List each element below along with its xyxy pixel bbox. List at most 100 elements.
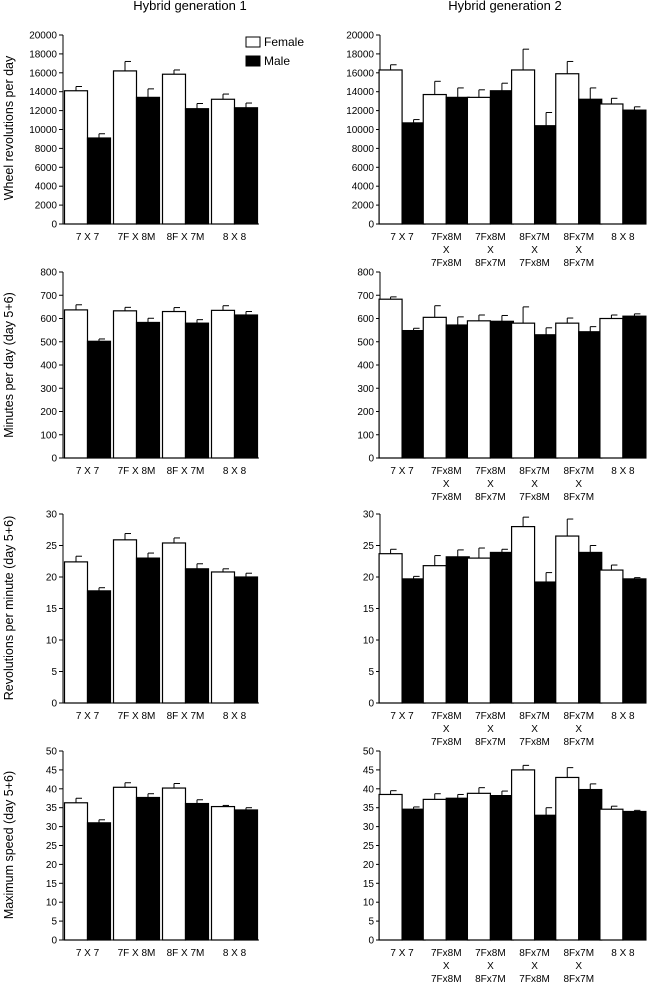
bar-female (466, 96, 492, 225)
chart-panel-p30: 0 5 10 15 20 25 30 35 40 45 50 Maximum speed (day 5… (2, 747, 259, 959)
x-tick-label: 8Fx7M (519, 232, 550, 243)
column-title-gen1: Hybrid generation 1 (133, 0, 246, 13)
bar-female (378, 793, 403, 941)
x-tick-label: 7 X 7 (76, 232, 100, 243)
x-tick-label: 8 X 8 (223, 948, 247, 959)
x-tick-label: 7 X 7 (390, 948, 414, 959)
x-tick-label: X (531, 245, 538, 256)
x-tick-label: 8Fx7M (475, 492, 506, 503)
y-tick-label: 700 (357, 291, 374, 302)
x-tick-label: 7 X 7 (76, 466, 100, 477)
x-tick-label: 8Fx7M (563, 737, 594, 748)
y-tick-label: 20000 (346, 31, 374, 42)
y-tick-label: 0 (51, 699, 57, 710)
y-tick-label: 2000 (352, 201, 375, 212)
bar-female (161, 542, 187, 704)
x-tick-label: 8Fx7M (563, 492, 594, 503)
bar-male (184, 322, 210, 459)
bar-male (533, 814, 559, 941)
y-tick-label: 400 (40, 361, 57, 372)
y-tick-label: 15 (46, 604, 58, 615)
y-tick-label: 6000 (35, 163, 58, 174)
bar-male (233, 314, 259, 459)
x-tick-label: 8F X 7M (167, 232, 205, 243)
column-title-gen2: Hybrid generation 2 (448, 0, 561, 13)
y-tick-label: 14000 (346, 87, 374, 98)
y-axis-label: Revolutions per minute (day 5+6) (2, 516, 16, 700)
bar-female (378, 298, 403, 459)
x-tick-label: X (443, 245, 450, 256)
bar-male (86, 137, 112, 225)
bar-male (578, 331, 603, 459)
bar-female (422, 93, 447, 225)
y-tick-label: 8000 (35, 144, 58, 155)
bar-female (210, 309, 236, 459)
bar-male (578, 788, 603, 941)
bar-male (184, 802, 210, 941)
x-tick-label: 7 X 7 (390, 466, 414, 477)
x-tick-label: X (531, 961, 538, 972)
y-tick-label: 15 (363, 879, 375, 890)
y-tick-label: 14000 (29, 87, 57, 98)
bar-male (533, 334, 559, 459)
x-tick-label: 7F X 8M (118, 232, 156, 243)
x-tick-label: 8Fx7M (563, 232, 594, 243)
x-tick-label: X (443, 724, 450, 735)
bar-male (401, 808, 426, 941)
bar-male (445, 96, 470, 225)
x-tick-label: X (487, 961, 494, 972)
bar-male (401, 578, 426, 704)
x-tick-label: 8Fx7M (475, 737, 506, 748)
y-tick-label: 16000 (29, 68, 57, 79)
y-tick-label: 0 (368, 936, 374, 947)
x-tick-label: 7 X 7 (390, 711, 414, 722)
y-tick-label: 25 (46, 841, 58, 852)
x-tick-label: 7 X 7 (76, 948, 100, 959)
x-tick-label: 8F X 7M (167, 711, 205, 722)
x-tick-label: X (531, 724, 538, 735)
y-tick-label: 600 (40, 314, 57, 325)
bar-female (466, 557, 492, 704)
legend-swatch-female (245, 36, 261, 48)
y-tick-label: 5 (368, 917, 374, 928)
y-tick-label: 800 (40, 268, 57, 279)
x-tick-label: 7Fx8M (431, 492, 462, 503)
y-tick-label: 15 (46, 879, 58, 890)
bar-female (466, 792, 492, 941)
y-tick-label: 50 (363, 747, 375, 758)
y-tick-label: 100 (357, 430, 374, 441)
bar-female (555, 322, 580, 459)
y-tick-label: 0 (51, 936, 57, 947)
x-tick-label: 7Fx8M (475, 466, 506, 477)
bar-female (599, 317, 624, 459)
x-tick-label: 8 X 8 (223, 232, 247, 243)
bar-female (63, 561, 89, 704)
y-tick-label: 20000 (29, 31, 57, 42)
x-tick-label: 8Fx7M (563, 258, 594, 269)
x-tick-label: 8Fx7M (563, 974, 594, 984)
x-tick-label: 7F X 8M (118, 948, 156, 959)
y-tick-label: 12000 (346, 106, 374, 117)
legend-swatch-male (245, 55, 261, 67)
y-tick-label: 10 (46, 636, 58, 647)
y-tick-label: 25 (46, 541, 58, 552)
x-tick-label: 8Fx7M (475, 258, 506, 269)
bar-female (378, 553, 403, 704)
y-tick-label: 40 (363, 784, 375, 795)
y-tick-label: 700 (40, 291, 57, 302)
x-tick-label: 7 X 7 (76, 711, 100, 722)
x-tick-label: 8F X 7M (167, 948, 205, 959)
bar-female (63, 90, 89, 225)
bar-male (135, 96, 161, 225)
chart-panel-p10: 0 100 200 300 400 500 600 700 800 Minutes per day… (2, 268, 259, 477)
bar-female (112, 310, 138, 459)
bar-male (445, 556, 470, 704)
y-tick-label: 400 (357, 361, 374, 372)
bar-female (510, 525, 536, 704)
x-tick-label: 8 X 8 (611, 466, 635, 477)
x-tick-label: 8F X 7M (167, 466, 205, 477)
x-tick-label: 7Fx8M (475, 232, 506, 243)
y-tick-label: 5 (51, 917, 57, 928)
x-tick-label: 7Fx8M (431, 737, 462, 748)
